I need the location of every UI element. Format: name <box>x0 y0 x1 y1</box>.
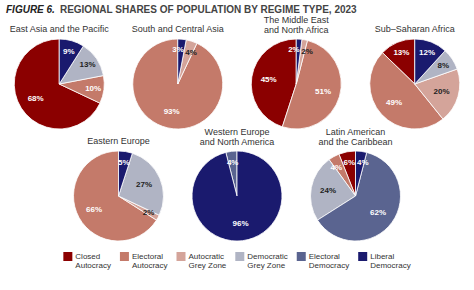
data-label: 8% <box>437 61 449 70</box>
pie: South and Central Asia <box>132 24 224 129</box>
pie-title: East Asia and the Pacific <box>10 24 110 34</box>
data-label: 3% <box>172 45 184 54</box>
pie-title: Eastern Europe <box>87 136 150 146</box>
pie-title: Western Europeand North America <box>200 127 275 147</box>
data-label: 4% <box>185 48 197 57</box>
legend-item: LiberalDemocracy <box>358 252 410 270</box>
legend-swatch <box>235 252 244 261</box>
legend-label: AutocraticGrey Zone <box>189 252 227 270</box>
data-label: 4% <box>357 158 369 167</box>
data-labels: 93% 4%3% <box>164 45 197 115</box>
data-label: 96% <box>232 219 248 228</box>
pie: East Asia and the Pacific <box>10 24 110 129</box>
data-label: 10% <box>85 84 101 93</box>
data-label: 45% <box>261 75 277 84</box>
data-labels: 45% 51% 2%2% <box>261 45 331 96</box>
data-label: 2% <box>143 208 155 217</box>
pie-slice <box>133 39 223 129</box>
data-labels: 4% 96% <box>227 158 249 229</box>
legend-label: DemocraticGrey Zone <box>247 252 287 270</box>
data-label: 12% <box>419 48 435 57</box>
pie: The Middle Eastand North Africa <box>251 15 341 129</box>
data-label: 24% <box>320 186 336 195</box>
legend-item: AutocraticGrey Zone <box>177 252 227 270</box>
legend-item: ElectoralAutocracy <box>120 252 168 270</box>
data-labels: 66% 2% 27% 5% <box>86 158 154 217</box>
data-label: 51% <box>315 87 331 96</box>
pie: Latin Americanand the Caribbean <box>311 127 401 241</box>
data-label: 9% <box>63 47 75 56</box>
legend-item: DemocraticGrey Zone <box>235 252 287 270</box>
legend-item: ElectoralDemocracy <box>297 252 349 270</box>
legend-label: ElectoralAutocracy <box>132 252 168 270</box>
legend-label: ElectoralDemocracy <box>309 252 349 270</box>
data-label: 62% <box>370 208 386 217</box>
data-label: 93% <box>164 107 180 116</box>
pie: Eastern Europe <box>74 136 164 241</box>
data-label: 2% <box>301 47 313 56</box>
legend: ClosedAutocracy ElectoralAutocracy Autocra… <box>63 252 410 270</box>
pie-slice <box>318 152 401 241</box>
data-labels: 6%4% 24% 62% 4% <box>320 158 386 217</box>
pie: Western Europeand North America <box>192 127 282 241</box>
data-label: 13% <box>393 48 409 57</box>
data-label: 4% <box>330 163 342 172</box>
pie-slice <box>119 153 164 215</box>
data-label: 4% <box>227 158 239 167</box>
legend-swatch <box>120 252 129 261</box>
pie-title: South and Central Asia <box>132 24 224 34</box>
data-label: 20% <box>434 87 450 96</box>
title: FIGURE 6. <box>6 4 55 15</box>
data-label: 66% <box>86 205 102 214</box>
pie-title: Latin Americanand the Caribbean <box>318 127 392 147</box>
legend-swatch <box>358 252 367 261</box>
data-label: 2% <box>288 45 300 54</box>
pie-title: The Middle Eastand North Africa <box>264 15 330 35</box>
pie: Sub–Saharan Africa <box>370 24 460 129</box>
data-label: 27% <box>136 180 152 189</box>
data-label: 5% <box>118 158 130 167</box>
data-labels: 13% 49% 20% 8%12% <box>386 48 449 108</box>
data-label: 49% <box>386 98 402 107</box>
legend-swatch <box>297 252 306 261</box>
data-label: 6% <box>344 158 356 167</box>
pie-slice <box>282 40 341 129</box>
data-label: 68% <box>28 94 44 103</box>
legend-swatch <box>177 252 186 261</box>
legend-item: ClosedAutocracy <box>63 252 111 270</box>
title-line: FIGURE 6. REGIONAL SHARES OF POPULATION B… <box>6 4 357 15</box>
chart: FIGURE 6. REGIONAL SHARES OF POPULATION B… <box>0 0 474 290</box>
pie-title: Sub–Saharan Africa <box>375 24 455 34</box>
legend-label: ClosedAutocracy <box>75 252 111 270</box>
subtitle: REGIONAL SHARES OF POPULATION BY REGIME … <box>60 4 357 15</box>
legend-label: LiberalDemocracy <box>370 252 410 270</box>
legend-swatch <box>63 252 72 261</box>
data-label: 13% <box>80 60 96 69</box>
pie-slice <box>192 151 282 241</box>
pie-slice <box>119 151 133 196</box>
data-labels: 68% 10% 13% 9% <box>28 47 102 104</box>
